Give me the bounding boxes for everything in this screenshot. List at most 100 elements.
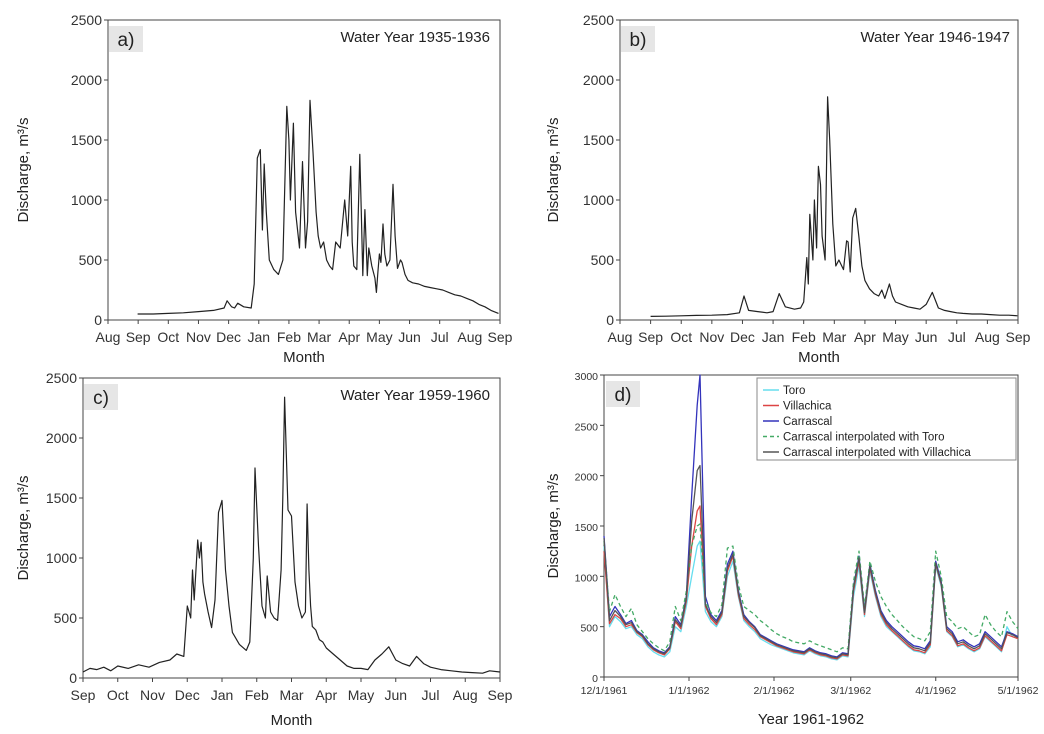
plot-frame: [619, 19, 1019, 321]
series-line-4: [603, 464, 1019, 659]
panel-label-box: [621, 26, 655, 52]
x-tick-label: Feb: [245, 687, 269, 703]
y-tick-label: 1500: [583, 132, 614, 148]
y-tick-label: 500: [591, 252, 615, 268]
x-tick-label: Dec: [730, 329, 755, 345]
x-tick-label: May: [366, 329, 392, 345]
x-tick-label: Aug: [96, 329, 121, 345]
y-axis-label: Discharge, m³/s: [15, 117, 32, 222]
x-tick-label: Oct: [670, 329, 692, 345]
y-tick-label: 0: [592, 673, 598, 685]
x-tick-label: Jan: [211, 687, 234, 703]
y-tick-label: 2500: [46, 370, 77, 386]
x-tick-label: Nov: [186, 329, 211, 345]
panel-label: a): [118, 30, 135, 51]
x-tick-label: Jun: [915, 329, 938, 345]
y-tick-label: 0: [94, 312, 102, 328]
x-tick-label: 4/1/1962: [915, 685, 956, 697]
y-tick-label: 2000: [46, 430, 77, 446]
series-line-3: [603, 523, 1019, 653]
x-tick-label: Dec: [175, 687, 200, 703]
y-tick-label: 1000: [71, 192, 102, 208]
x-tick-label: Sep: [1006, 329, 1031, 345]
x-tick-label: Jan: [762, 329, 785, 345]
x-tick-label: Feb: [792, 329, 816, 345]
y-tick-label: 1500: [575, 522, 599, 534]
x-tick-label: Jan: [247, 329, 270, 345]
plot-frame: [107, 19, 501, 321]
panel-label: d): [615, 385, 632, 406]
plot-frame: [82, 377, 501, 679]
x-axis-label: Month: [283, 349, 325, 366]
x-tick-label: Nov: [140, 687, 165, 703]
panel-label-box: [109, 26, 143, 52]
y-tick-label: 500: [79, 252, 103, 268]
x-tick-label: Oct: [107, 687, 129, 703]
x-tick-label: Aug: [608, 329, 633, 345]
legend-entry: Toro: [783, 385, 805, 397]
y-tick-label: 1000: [575, 572, 599, 584]
x-tick-label: Aug: [453, 687, 478, 703]
x-tick-label: Apr: [338, 329, 360, 345]
y-tick-label: 0: [606, 312, 614, 328]
series-line-0: [650, 96, 1018, 317]
y-tick-label: 1000: [583, 192, 614, 208]
x-tick-label: 3/1/1962: [830, 685, 871, 697]
x-tick-label: Dec: [216, 329, 241, 345]
legend-entry: Carrascal interpolated with Toro: [783, 432, 945, 444]
x-tick-label: Feb: [277, 329, 301, 345]
x-tick-label: Sep: [488, 329, 513, 345]
x-tick-label: Sep: [488, 687, 513, 703]
x-tick-label: Nov: [699, 329, 724, 345]
x-axis-label: Month: [271, 712, 313, 729]
y-tick-label: 2500: [575, 421, 599, 433]
x-tick-label: Jul: [948, 329, 966, 345]
x-tick-label: Sep: [71, 687, 96, 703]
panel-b: 0 500 1000 1500 2000 2500 Aug Sep Oct Nov Dec Jan Fe…: [545, 12, 1031, 366]
legend-entry: Carrascal: [783, 416, 832, 428]
x-tick-label: Jul: [431, 329, 449, 345]
y-tick-label: 2500: [71, 12, 102, 28]
series-line-1: [603, 505, 1019, 660]
y-tick-label: 500: [54, 610, 78, 626]
x-tick-label: Jun: [398, 329, 421, 345]
x-tick-label: Aug: [975, 329, 1000, 345]
x-tick-label: 1/1/1962: [669, 685, 710, 697]
y-tick-label: 2500: [583, 12, 614, 28]
panel-d: 0 500 1000 1500 2000 2500 3000 12/1/1961 1/1/196…: [545, 371, 1039, 728]
y-tick-label: 1000: [46, 550, 77, 566]
panel-label-box: [84, 384, 118, 410]
x-tick-label: May: [882, 329, 908, 345]
x-tick-label: Apr: [315, 687, 337, 703]
panel-label: b): [630, 30, 647, 51]
series-line-0: [137, 99, 499, 315]
y-tick-label: 1500: [46, 490, 77, 506]
legend-entry: Carrascal interpolated with Villachica: [783, 447, 971, 459]
series-line-0: [82, 396, 501, 674]
x-tick-label: Mar: [822, 329, 846, 345]
chart-title: Water Year 1959-1960: [340, 387, 490, 404]
x-tick-label: May: [348, 687, 374, 703]
y-tick-label: 500: [580, 623, 598, 635]
x-tick-label: 5/1/1962: [998, 685, 1039, 697]
y-tick-label: 0: [69, 670, 77, 686]
x-tick-label: Jun: [384, 687, 407, 703]
panel-a: 0 500 1000 1500 2000 2500 Aug Sep Oct Nov Dec Jan Fe…: [15, 12, 513, 366]
chart-title: Water Year 1935-1936: [340, 29, 490, 46]
legend-entry: Villachica: [783, 401, 832, 413]
y-tick-label: 1500: [71, 132, 102, 148]
x-tick-label: Oct: [157, 329, 179, 345]
x-tick-label: Jul: [422, 687, 440, 703]
y-axis-label: Discharge, m³/s: [545, 473, 562, 578]
x-axis-label: Year 1961-1962: [758, 711, 864, 728]
x-tick-label: Sep: [638, 329, 663, 345]
x-tick-label: Apr: [854, 329, 876, 345]
x-tick-label: Mar: [307, 329, 331, 345]
panel-label-box: [606, 381, 640, 407]
x-tick-label: Aug: [457, 329, 482, 345]
x-tick-label: Mar: [279, 687, 303, 703]
y-tick-label: 3000: [575, 371, 599, 383]
y-axis-label: Discharge, m³/s: [15, 475, 32, 580]
y-tick-label: 2000: [583, 72, 614, 88]
